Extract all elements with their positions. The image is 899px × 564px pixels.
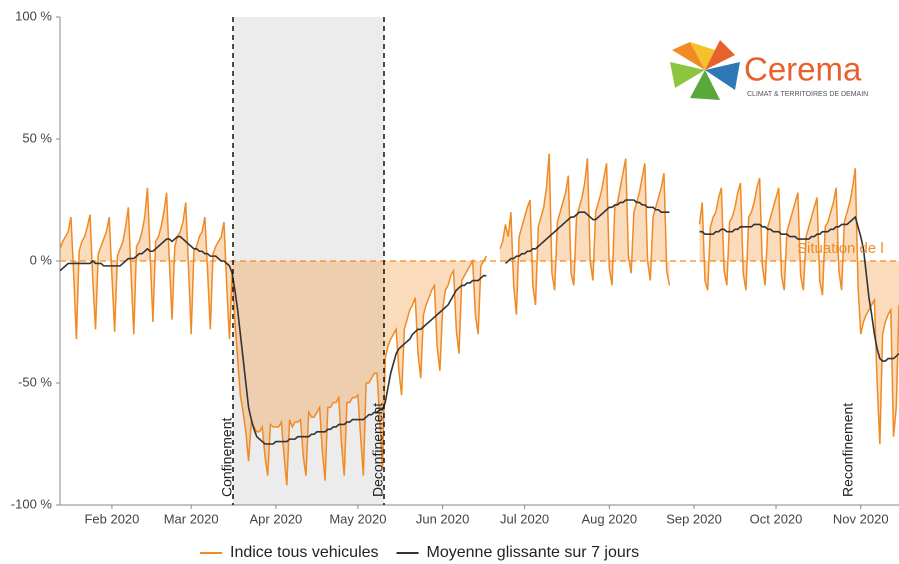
x-tick-label: Oct 2020: [750, 511, 803, 526]
series-line: [60, 187, 487, 486]
x-tick-label: Jun 2020: [416, 511, 470, 526]
area: [499, 153, 670, 315]
legend-label: Indice tous vehicules: [230, 544, 379, 561]
area: [699, 168, 899, 444]
x-tick-label: Apr 2020: [250, 511, 303, 526]
annotation: Confinement: [219, 418, 235, 497]
y-tick-label: 0 %: [30, 252, 53, 267]
y-tick-label: 100 %: [15, 8, 52, 23]
x-tick-label: Sep 2020: [666, 511, 722, 526]
x-tick-label: Jul 2020: [500, 511, 549, 526]
series-line: [60, 235, 487, 445]
logo-tagline: CLIMAT & TERRITOIRES DE DEMAIN: [747, 91, 868, 98]
legend-label: Moyenne glissante sur 7 jours: [427, 544, 640, 561]
plot: [60, 153, 899, 486]
series-line: [698, 168, 899, 445]
annotation: Deconfinement: [370, 403, 386, 497]
x-tick-label: Feb 2020: [84, 511, 139, 526]
y-tick-label: 50 %: [22, 130, 52, 145]
y-tick-label: -100 %: [11, 496, 53, 511]
y-tick-label: -50 %: [18, 374, 52, 389]
x-tick-label: Mar 2020: [164, 511, 219, 526]
annotation: Reconfinement: [840, 403, 856, 497]
series-line: [504, 199, 670, 265]
logo: Cerema CLIMAT & TERRITOIRES DE DEMAIN: [670, 40, 868, 100]
x-tick-label: Aug 2020: [581, 511, 637, 526]
x-tick-label: Nov 2020: [833, 511, 889, 526]
annotation: Situation de l: [797, 240, 884, 257]
series-line: [699, 215, 899, 362]
x-tick-label: May 2020: [329, 511, 386, 526]
logo-name: Cerema: [744, 51, 862, 88]
series-line: [499, 153, 671, 315]
